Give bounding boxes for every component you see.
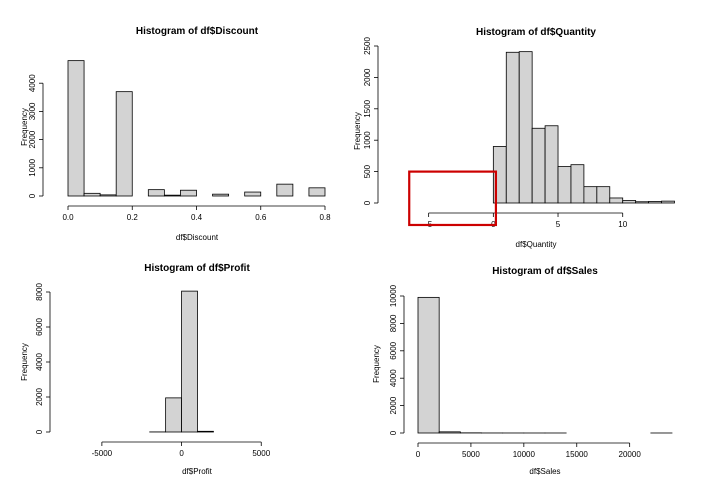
x-tick-label: 5000 (252, 449, 270, 458)
x-axis-label: df$Profit (182, 467, 213, 476)
x-axis-label: df$Quantity (516, 240, 557, 249)
x-tick-label: 10000 (513, 450, 536, 459)
histogram-bar (570, 164, 585, 204)
y-tick-label: 6000 (389, 341, 398, 359)
histogram-bar (544, 125, 559, 204)
y-tick-label: 8000 (389, 314, 398, 332)
histogram-bar (609, 197, 624, 204)
y-tick-label: 2000 (363, 68, 372, 86)
histogram-bar (180, 189, 197, 197)
y-tick-label: 1000 (28, 158, 37, 176)
chart-title: Histogram of df$Discount (136, 26, 259, 37)
histogram-bar (99, 194, 117, 197)
sales-histogram: Histogram of df$Sales df$Sales Frequency… (372, 266, 673, 476)
y-tick-label: 6000 (35, 318, 44, 336)
histogram-bar (115, 91, 133, 197)
histogram-bar (438, 431, 461, 434)
x-tick-label: 5 (556, 220, 561, 229)
x-axis: -5 0 5 10 (425, 212, 628, 229)
x-axis: 0.0 0.2 0.4 0.6 0.8 (62, 205, 331, 222)
bars (67, 60, 326, 197)
histogram-bar (531, 127, 546, 204)
bars (149, 290, 214, 433)
y-tick-label: 2000 (28, 130, 37, 148)
y-tick-label: 4000 (28, 74, 37, 92)
x-tick-label: 0.0 (62, 213, 74, 222)
histogram-bar (648, 201, 662, 204)
discount-histogram: Histogram of df$Discount df$Discount Fre… (20, 26, 331, 242)
histogram-bar (557, 166, 572, 204)
histogram-bar (505, 51, 520, 204)
histogram-bar (661, 200, 675, 204)
y-tick-label: 4000 (389, 369, 398, 387)
quantity-histogram: Histogram of df$Quantity df$Quantity Fre… (353, 27, 675, 249)
histogram-bar (83, 192, 101, 197)
y-axis-label: Frequency (20, 343, 29, 381)
y-tick-label: 2000 (35, 388, 44, 406)
histogram-bar (197, 430, 214, 433)
y-tick-label: 4000 (35, 353, 44, 371)
x-tick-label: 0.6 (255, 213, 267, 222)
histogram-bar (596, 186, 611, 204)
y-axis: 0 2000 4000 6000 8000 (35, 283, 51, 434)
histogram-bar (163, 194, 181, 197)
y-axis: 0 2000 4000 6000 8000 10000 (389, 284, 405, 435)
histogram-bar (417, 296, 440, 434)
histogram-bar (147, 189, 165, 197)
histogram-bar (165, 397, 182, 433)
chart-title: Histogram of df$Quantity (476, 27, 596, 38)
y-tick-label: 0 (363, 200, 372, 205)
chart-title: Histogram of df$Profit (144, 263, 250, 274)
x-axis-label: df$Sales (529, 467, 560, 476)
y-axis-label: Frequency (353, 112, 362, 150)
histogram-bar (622, 200, 637, 204)
y-tick-label: 500 (363, 164, 372, 178)
y-tick-label: 10000 (389, 284, 398, 307)
y-tick-label: 0 (35, 429, 44, 434)
x-tick-label: 15000 (566, 450, 589, 459)
histogram-bar (308, 187, 326, 197)
x-tick-label: 10 (618, 220, 627, 229)
histogram-bar (583, 186, 598, 204)
profit-histogram: Histogram of df$Profit df$Profit Frequen… (20, 263, 271, 476)
x-tick-label: 0.2 (127, 213, 139, 222)
x-tick-label: 0.8 (319, 213, 331, 222)
histogram-bar (635, 201, 649, 204)
x-tick-label: 5000 (462, 450, 480, 459)
bars (417, 296, 673, 434)
histogram-bar (244, 191, 262, 197)
y-tick-label: 2500 (363, 37, 372, 55)
chart-title: Histogram of df$Sales (492, 266, 598, 277)
x-tick-label: -5000 (92, 449, 113, 458)
y-axis: 0 1000 2000 3000 4000 (28, 74, 44, 198)
y-tick-label: 3000 (28, 102, 37, 120)
histogram-bar (67, 60, 85, 197)
histogram-bar (518, 51, 533, 204)
y-tick-label: 2000 (389, 396, 398, 414)
histogram-bar (276, 183, 294, 197)
y-tick-label: 1500 (363, 99, 372, 117)
y-tick-label: 0 (389, 430, 398, 435)
x-tick-label: 20000 (619, 450, 642, 459)
y-tick-label: 0 (28, 193, 37, 198)
x-axis-label: df$Discount (176, 233, 219, 242)
y-tick-label: 1000 (363, 131, 372, 149)
x-axis: 0 5000 10000 15000 20000 (416, 442, 642, 459)
bars (492, 51, 675, 204)
highlight-box (408, 170, 498, 227)
histogram-bar (212, 193, 230, 197)
x-tick-label: 0 (416, 450, 421, 459)
x-tick-label: 0 (179, 449, 184, 458)
y-axis: 0 500 1000 1500 2000 2500 (363, 37, 379, 205)
x-axis: -5000 0 5000 (92, 441, 271, 458)
y-tick-label: 8000 (35, 283, 44, 301)
x-tick-label: 0.4 (191, 213, 203, 222)
y-axis-label: Frequency (20, 108, 29, 146)
histogram-bar (181, 290, 198, 433)
y-axis-label: Frequency (372, 345, 381, 383)
